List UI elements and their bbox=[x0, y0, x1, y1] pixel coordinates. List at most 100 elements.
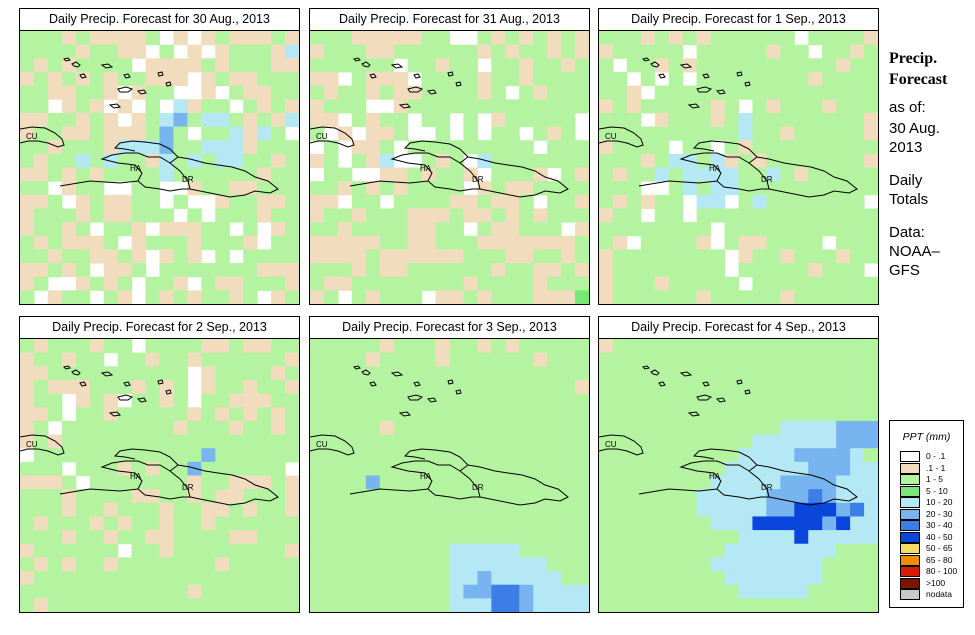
precip-cell bbox=[145, 339, 160, 354]
precip-cell bbox=[533, 58, 548, 73]
precip-cell bbox=[626, 222, 642, 237]
precip-cell bbox=[575, 339, 589, 354]
precip-cell bbox=[724, 99, 739, 114]
precip-cell bbox=[752, 208, 767, 223]
precip-cell bbox=[449, 352, 464, 367]
precip-cell bbox=[864, 530, 878, 545]
precip-cell bbox=[808, 543, 823, 558]
precip-cell bbox=[33, 153, 49, 168]
precip-cell bbox=[612, 167, 628, 182]
precip-cell bbox=[131, 235, 147, 250]
precip-cell bbox=[477, 44, 492, 59]
precip-cell bbox=[323, 263, 339, 278]
precip-cell bbox=[285, 598, 299, 612]
precip-cell bbox=[780, 434, 795, 449]
precip-cell bbox=[379, 448, 395, 463]
precip-cell bbox=[421, 249, 437, 264]
precip-cell bbox=[780, 99, 795, 114]
precip-cell bbox=[808, 276, 823, 291]
precip-cell bbox=[421, 571, 437, 586]
precip-cell bbox=[75, 249, 91, 264]
precip-cell bbox=[351, 448, 367, 463]
precip-cell bbox=[285, 530, 299, 545]
precip-cell bbox=[187, 598, 202, 612]
precip-cell bbox=[780, 502, 795, 517]
precip-cell bbox=[547, 153, 562, 168]
legend-label: 80 - 100 bbox=[926, 566, 958, 576]
precip-cell bbox=[780, 543, 795, 558]
precip-cell bbox=[599, 393, 614, 408]
precip-cell bbox=[822, 263, 837, 278]
hispaniola-coastline bbox=[59, 140, 279, 198]
precip-cell bbox=[836, 167, 851, 182]
precip-cell bbox=[710, 71, 726, 87]
sidebar-title-line1: Precip. bbox=[889, 50, 938, 67]
precip-cell bbox=[215, 112, 230, 128]
precip-cell bbox=[323, 339, 339, 354]
precip-cell bbox=[103, 235, 119, 250]
precip-cell bbox=[752, 434, 767, 449]
hispaniola-coastline bbox=[59, 448, 279, 506]
precip-cell bbox=[752, 339, 767, 354]
precip-cell bbox=[612, 31, 628, 46]
precip-cell bbox=[668, 598, 684, 612]
precip-cell bbox=[668, 181, 684, 196]
precip-cell bbox=[794, 112, 809, 128]
precip-cell bbox=[766, 502, 781, 517]
precip-cell bbox=[668, 153, 684, 168]
precip-cell bbox=[850, 126, 865, 141]
precip-cell bbox=[682, 126, 698, 141]
precip-cell bbox=[519, 44, 534, 59]
precip-cell bbox=[668, 366, 684, 381]
precip-cell bbox=[103, 276, 119, 291]
precip-cell bbox=[159, 249, 174, 264]
precip-cell bbox=[407, 543, 423, 558]
precip-cell bbox=[682, 393, 698, 408]
precip-cell bbox=[215, 379, 230, 395]
precip-cell bbox=[173, 557, 188, 572]
precip-cell bbox=[421, 276, 437, 291]
precip-cell bbox=[752, 85, 767, 100]
precip-cell bbox=[561, 339, 576, 354]
precip-cell bbox=[145, 71, 160, 87]
precip-cell bbox=[421, 140, 437, 155]
precip-cell bbox=[668, 167, 684, 182]
precip-cell bbox=[463, 461, 478, 476]
precip-cell bbox=[421, 461, 437, 476]
precip-cell bbox=[612, 99, 628, 114]
legend-item: 1 - 5 bbox=[900, 474, 960, 485]
precip-cell bbox=[752, 584, 767, 599]
precip-cell bbox=[599, 448, 614, 463]
precip-cell bbox=[738, 222, 753, 237]
precip-cell bbox=[505, 448, 520, 463]
precip-cell bbox=[407, 140, 423, 155]
precip-cell bbox=[640, 352, 656, 367]
precip-cell bbox=[780, 85, 795, 100]
precip-cell bbox=[505, 420, 520, 436]
precip-cell bbox=[20, 543, 35, 558]
precip-cell bbox=[547, 475, 562, 490]
legend-item: 0 - .1 bbox=[900, 451, 960, 462]
precip-cell bbox=[654, 290, 670, 304]
precip-cell bbox=[752, 598, 767, 612]
precip-cell bbox=[337, 276, 353, 291]
precip-cell bbox=[379, 366, 395, 381]
precip-cell bbox=[285, 99, 299, 114]
precip-cell bbox=[215, 276, 230, 291]
legend-item: >100 bbox=[900, 577, 960, 589]
precip-cell bbox=[201, 557, 216, 572]
precip-cell bbox=[533, 407, 548, 422]
precip-cell bbox=[654, 99, 670, 114]
precip-map: CU HA DR bbox=[599, 31, 878, 304]
precip-cell bbox=[379, 420, 395, 436]
precip-cell bbox=[215, 194, 230, 209]
precip-cell bbox=[393, 71, 409, 87]
precip-cell bbox=[547, 366, 562, 381]
precip-cell bbox=[738, 475, 753, 490]
precip-cell bbox=[285, 112, 299, 128]
precip-cell bbox=[33, 194, 49, 209]
precip-cell bbox=[103, 502, 119, 517]
precip-cell bbox=[285, 379, 299, 395]
precip-cell bbox=[505, 58, 520, 73]
precip-cell bbox=[89, 516, 105, 531]
